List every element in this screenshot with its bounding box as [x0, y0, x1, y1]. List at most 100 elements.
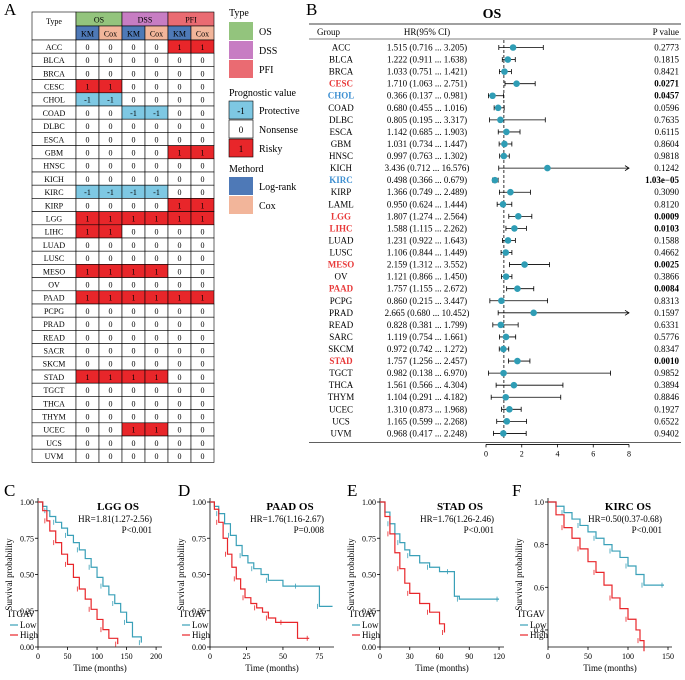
x-tick-label: 0	[36, 652, 40, 661]
x-tick-label: 0	[378, 652, 382, 661]
x-tick-label: 0	[208, 652, 212, 661]
legend-prog-value: -1	[237, 106, 245, 116]
group-label: UCEC	[329, 404, 353, 414]
heat-value: 0	[132, 228, 136, 237]
hr-point	[497, 321, 505, 329]
cancer-label: READ	[43, 333, 65, 342]
heat-value: 0	[155, 175, 159, 184]
hr-point	[498, 297, 505, 305]
method-label: Cox	[104, 30, 117, 39]
x-tick-label: 0	[546, 652, 550, 661]
cancer-label: OV	[48, 281, 60, 290]
group-label: LUAD	[329, 235, 354, 245]
heat-value: 0	[109, 386, 113, 395]
heat-value: 0	[201, 413, 205, 422]
heat-value: 0	[178, 439, 182, 448]
p-value-text: 0.6115	[655, 127, 680, 137]
heat-value: 0	[86, 281, 90, 290]
group-label: BRCA	[329, 67, 354, 77]
p-value-text: 0.7635	[654, 115, 679, 125]
x-tick-label: 8	[627, 449, 631, 458]
hr-ci-text: 1.231 (0.922 ... 1.643)	[387, 235, 467, 245]
legend-type-swatch	[229, 60, 253, 78]
heat-value: 0	[178, 96, 182, 105]
heat-value: 0	[201, 320, 205, 329]
legend-prog-label: Protective	[259, 106, 300, 117]
cancer-label: CHOL	[43, 96, 65, 105]
legend-type-label: PFI	[259, 65, 273, 76]
group-label: CESC	[329, 79, 353, 89]
heat-value: 0	[155, 307, 159, 316]
heat-value: 0	[201, 109, 205, 118]
heat-value: 0	[86, 254, 90, 263]
heat-value: 0	[201, 267, 205, 276]
heat-value: 0	[86, 149, 90, 158]
p-value-text: 0.6522	[654, 416, 679, 426]
x-tick-label: 50	[64, 652, 72, 661]
p-value-text: 1.03e−05	[645, 175, 679, 185]
p-value-text: 0.3894	[654, 380, 679, 390]
y-tick-label: 1.00	[362, 498, 376, 507]
group-label: UCS	[332, 416, 350, 426]
group-label: LUSC	[329, 248, 352, 258]
method-label: Cox	[150, 30, 163, 39]
cancer-label: DLBC	[43, 122, 64, 131]
heat-value: 0	[201, 426, 205, 435]
legend-prog-value: 0	[239, 125, 244, 135]
hr-point	[500, 345, 507, 353]
heat-value: 0	[109, 452, 113, 461]
x-tick-label: 2	[520, 449, 524, 458]
heat-value: 0	[132, 201, 136, 210]
km-title: KIRC OS	[605, 501, 651, 513]
p-value-text: 0.1927	[654, 404, 679, 414]
km-curve-low	[38, 501, 142, 643]
hr-ci-text: 1.165 (0.599 ... 2.268)	[387, 416, 467, 426]
heat-value: 1	[132, 267, 136, 276]
heat-value: 0	[132, 307, 136, 316]
p-value-text: 0.8604	[654, 139, 679, 149]
y-axis-label: Survival probability	[4, 538, 14, 611]
heat-value: 0	[178, 386, 182, 395]
group-label-pfi: PFI	[185, 16, 197, 25]
group-label: BLCA	[329, 55, 354, 65]
legend-prog-value: 1	[239, 144, 244, 154]
heat-value: 0	[132, 281, 136, 290]
x-tick-label: 200	[150, 652, 162, 661]
y-tick-label: 0.75	[362, 534, 376, 543]
hr-ci-text: 1.757 (1.256 ... 2.457)	[387, 356, 467, 366]
group-label: DLBC	[329, 115, 353, 125]
x-axis-label: Time (months)	[583, 663, 636, 673]
heat-value: 0	[201, 307, 205, 316]
group-label: READ	[329, 320, 354, 330]
ci-arrow	[624, 165, 630, 171]
heat-value: 0	[178, 56, 182, 65]
x-tick-label: 120	[493, 652, 505, 661]
heat-value: 0	[86, 333, 90, 342]
heat-value: 0	[86, 347, 90, 356]
legend-prog-swatch	[228, 100, 254, 120]
legend-prog-swatch	[228, 119, 254, 139]
heat-value: 1	[132, 294, 136, 303]
group-label: ACC	[332, 43, 351, 53]
heat-value: 1	[132, 215, 136, 224]
group-label-dss: DSS	[138, 16, 153, 25]
heat-value: 0	[178, 347, 182, 356]
heat-value: 0	[109, 347, 113, 356]
cancer-label: MESO	[43, 267, 65, 276]
hr-ci-text: 0.828 (0.381 ... 1.799)	[387, 320, 467, 330]
heat-value: 0	[155, 281, 159, 290]
heat-value: 0	[86, 162, 90, 171]
hr-point	[514, 285, 521, 293]
heat-value: 0	[132, 175, 136, 184]
hr-ci-text: 0.997 (0.763 ... 1.302)	[387, 151, 467, 161]
x-tick-label: 50	[584, 652, 592, 661]
heat-value: 0	[86, 135, 90, 144]
x-tick-label: 150	[121, 652, 133, 661]
y-tick-label: 0.25	[20, 607, 34, 616]
hr-ci-text: 1.031 (0.734 ... 1.447)	[387, 139, 467, 149]
heat-value: 0	[178, 281, 182, 290]
km-curve-high	[38, 501, 119, 645]
hr-ci-text: 1.310 (0.873 ... 1.968)	[387, 404, 467, 414]
heat-value: 0	[109, 399, 113, 408]
